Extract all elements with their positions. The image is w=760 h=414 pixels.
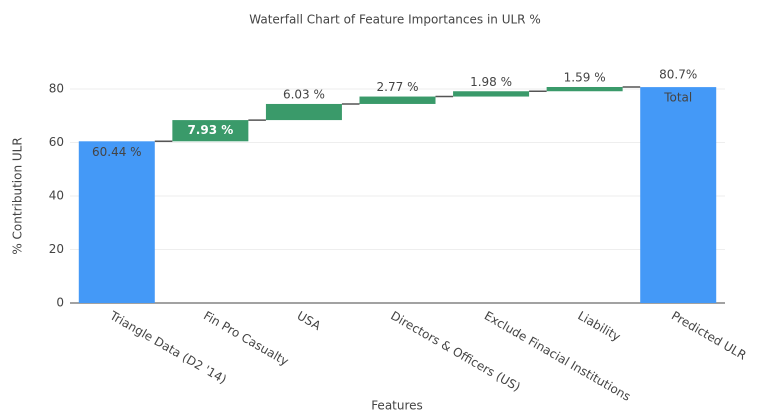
value-label: 1.59 % (564, 70, 606, 84)
bar (359, 96, 436, 104)
value-label: 7.93 % (187, 123, 233, 137)
x-tick-label: Exclude Finacial Institutions (482, 309, 633, 404)
bar (172, 120, 249, 142)
value-label: 60.44 % (92, 145, 142, 159)
x-tick-label: Predicted ULR (669, 309, 749, 363)
bar (546, 86, 623, 92)
bar (265, 103, 342, 121)
x-tick-label: Liability (575, 309, 623, 345)
bar (640, 87, 717, 304)
total-label: Total (663, 91, 692, 105)
y-axis-title: % Contribution ULR (11, 137, 25, 254)
y-tick-label: 60 (49, 135, 64, 149)
value-label: 80.7% (659, 68, 697, 82)
y-tick-label: 0 (56, 296, 64, 310)
chart-title: Waterfall Chart of Feature Importances i… (249, 13, 540, 27)
y-tick-label: 40 (49, 188, 64, 202)
value-label: 1.98 % (470, 75, 512, 89)
bar (78, 141, 155, 303)
x-axis-title: Features (371, 399, 423, 413)
value-label: 6.03 % (283, 87, 325, 101)
y-tick-label: 80 (49, 81, 64, 95)
x-tick-label: USA (295, 309, 324, 334)
y-tick-label: 20 (49, 242, 64, 256)
x-tick-label: Fin Pro Casualty (201, 309, 291, 369)
bar (453, 91, 530, 97)
value-label: 2.77 % (377, 80, 419, 94)
